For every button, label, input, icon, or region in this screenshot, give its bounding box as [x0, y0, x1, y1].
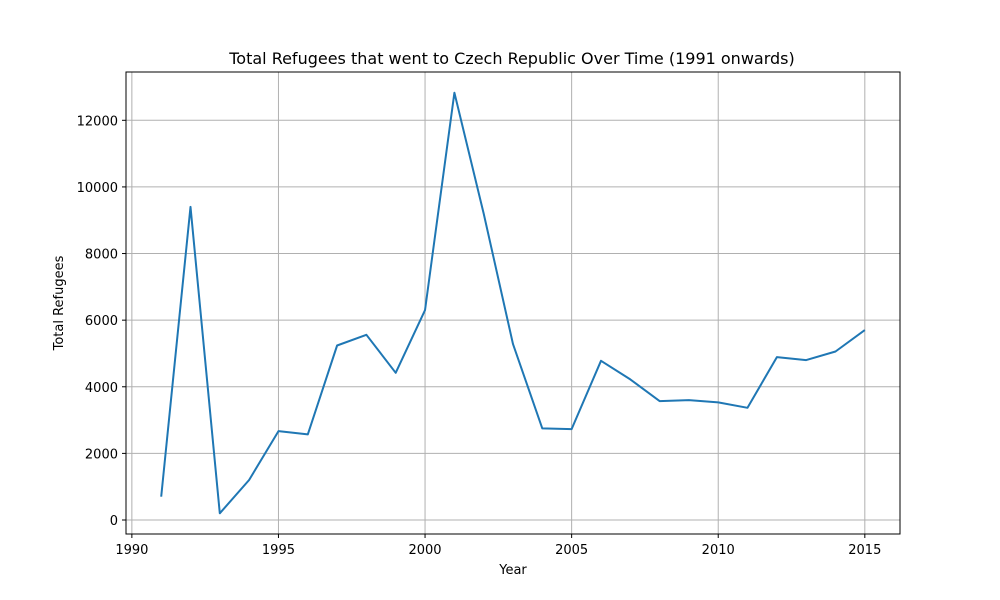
series-line [160, 91, 866, 515]
chart-title: Total Refugees that went to Czech Republ… [228, 49, 795, 68]
x-axis-ticks: 1990 1995 2000 2005 2010 2015 [115, 534, 881, 558]
x-tick-label: 2000 [408, 543, 441, 558]
y-axis-ticks: 0 2000 4000 6000 8000 10000 12000 [77, 114, 126, 529]
y-tick-label: 2000 [85, 447, 118, 462]
x-tick-label: 1990 [115, 543, 148, 558]
y-tick-label: 0 [110, 514, 118, 529]
grid [126, 72, 900, 534]
y-tick-label: 6000 [85, 314, 118, 329]
x-axis-label: Year [498, 563, 527, 578]
series-line-group [160, 91, 866, 515]
y-tick-label: 8000 [85, 248, 118, 263]
x-tick-label: 1995 [262, 543, 295, 558]
y-tick-label: 12000 [77, 114, 118, 129]
plot-frame [125, 71, 901, 535]
y-tick-label: 4000 [85, 381, 118, 396]
x-tick-label: 2010 [702, 543, 735, 558]
y-axis-label: Total Refugees [52, 255, 67, 351]
x-tick-label: 2015 [848, 543, 881, 558]
y-tick-label: 10000 [77, 181, 118, 196]
x-tick-label: 2005 [555, 543, 588, 558]
